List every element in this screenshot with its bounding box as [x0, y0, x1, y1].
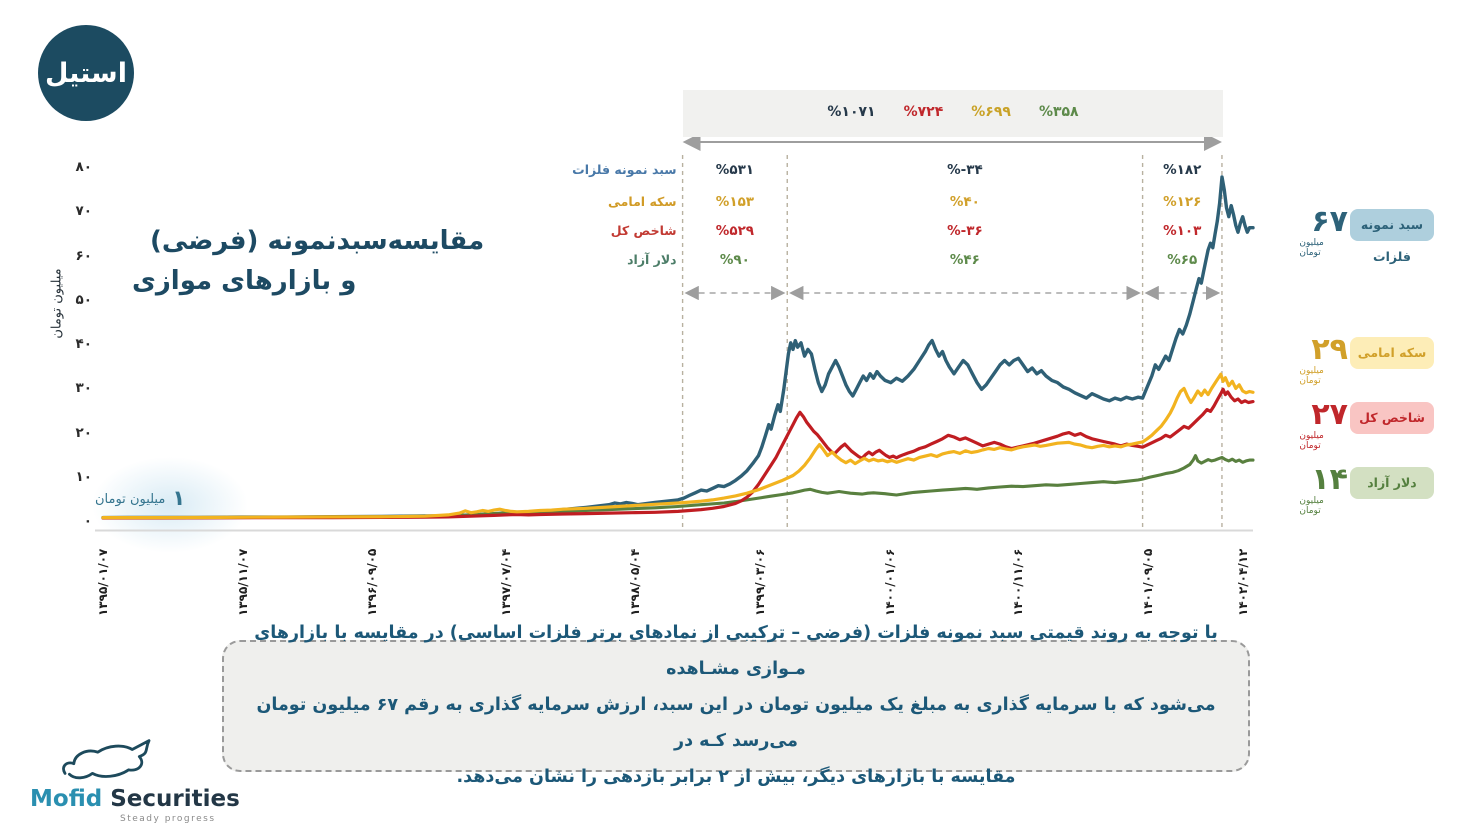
overall-return-3: %۶۹۹ [971, 104, 1011, 120]
period-cell-r1c1: %۵۳۱ [715, 162, 755, 178]
period-cell-r2c1: %۱۵۳ [715, 194, 755, 210]
y-tick-80: ۸۰ [75, 159, 92, 175]
period-cell-r2c3: %۱۲۶ [1163, 194, 1202, 210]
period-cell-r1c2: %-۳۴ [947, 162, 983, 178]
series-line-سکه امامی [101, 372, 1255, 520]
start-glow [92, 457, 248, 553]
x-tick-9: ۱۴۰۱/۰۹/۰۵ [1141, 548, 1156, 616]
x-tick-10: ۱۴۰۲/۰۴/۱۲ [1235, 548, 1250, 616]
y-tick-0: ۰ [83, 513, 92, 529]
legend-unit: میلیون تومان [1299, 431, 1324, 451]
x-tick-4: ۱۳۹۷/۰۷/۰۴ [498, 548, 513, 616]
legend-value: ۲۷ [1311, 397, 1348, 432]
legend-value: ۱۴ [1311, 462, 1348, 497]
period-cell-r3c1: %۵۲۹ [715, 223, 755, 239]
mofid-word: Mofid [30, 786, 103, 812]
period-cell-r2c2: %۴۰ [949, 194, 980, 210]
mofid-tagline: Steady progress [120, 814, 216, 824]
legend-value-block-3: ۲۷ میلیون تومان [1299, 397, 1348, 452]
legend-pill-3: شاخص کل [1350, 402, 1434, 434]
legend-value-block-1: ۶۷ میلیون تومان [1299, 204, 1348, 259]
x-tick-6: ۱۳۹۹/۰۳/۰۶ [752, 548, 767, 616]
page-title-line1: مقایسه‌سبد‌نمونه (فرضی) [150, 226, 485, 256]
x-tick-7: ۱۴۰۰/۰۱/۰۶ [882, 548, 897, 616]
legend-value-block-4: ۱۴ میلیون تومان [1299, 462, 1348, 517]
x-tick-8: ۱۴۰۰/۱۱/۰۶ [1011, 548, 1026, 616]
y-tick-30: ۳۰ [75, 380, 92, 397]
start-value-unit: میلیون تومان [95, 492, 166, 507]
legend-pill-2: سکه امامی [1350, 337, 1434, 369]
start-value-annotation: ۱ میلیون تومان [95, 486, 227, 510]
overall-return-1: %۱۰۷۱ [827, 104, 876, 120]
steel-logo-text: استیل [45, 57, 127, 89]
period-row-label-1: سبد نمونه فلزات [572, 162, 677, 177]
y-tick-20: ۲۰ [75, 424, 92, 441]
overall-return-4: %۳۵۸ [1038, 104, 1079, 120]
overall-return-2: %۷۲۴ [903, 104, 944, 120]
overall-returns-box [683, 90, 1223, 137]
period-cell-r1c3: %۱۸۲ [1163, 162, 1202, 178]
y-tick-70: ۷۰ [75, 203, 92, 220]
series-line-دلار آزاد [101, 454, 1255, 520]
steel-logo-badge: استیل [38, 25, 134, 121]
period-cell-r4c1: %۹۰ [719, 252, 750, 268]
x-tick-2: ۱۳۹۵/۱۱/۰۷ [236, 548, 251, 616]
overall-returns-row: %۱۰۷۱ %۷۲۴ %۶۹۹ %۳۵۸ [683, 104, 1223, 120]
y-tick-40: ۴۰ [75, 336, 92, 352]
y-tick-10: ۱۰ [75, 468, 92, 485]
period-cell-r3c2: %-۳۶ [947, 223, 983, 239]
legend-value: ۶۷ [1311, 204, 1348, 239]
legend-unit: میلیون تومان [1299, 238, 1324, 258]
x-tick-5: ۱۳۹۸/۰۵/۰۴ [628, 548, 643, 616]
legend-unit: میلیون تومان [1299, 496, 1324, 516]
legend-pill-4: دلار آزاد [1350, 467, 1434, 499]
series-line-سبد نمونه فلزات [101, 175, 1255, 520]
y-tick-50: ۵۰ [75, 291, 92, 308]
period-cell-r4c3: %۶۵ [1167, 252, 1198, 268]
securities-word: Securities [102, 786, 240, 812]
legend-unit: میلیون تومان [1299, 366, 1324, 386]
note-line-3: مقایسه با بازارهای دیگر، بیش از ۲ برابر … [456, 766, 1016, 787]
legend-value-block-2: ۲۹ میلیون تومان [1299, 332, 1348, 387]
x-tick-1: ۱۳۹۵/۰۱/۰۷ [96, 548, 110, 616]
bull-icon [62, 739, 151, 780]
period-row-label-2: سکه امامی [607, 194, 677, 209]
y-tick-60: ۶۰ [75, 247, 92, 264]
page-title-line2: و بازارهای موازی [132, 266, 357, 296]
period-row-label-4: دلار آزاد [627, 252, 677, 267]
legend-pill-1: سبد نمونه فلزات [1350, 209, 1434, 264]
legend-value: ۲۹ [1311, 332, 1348, 367]
series-line-شاخص کل [101, 387, 1255, 520]
note-line-2: می‌شود که با سرمایه گذاری به مبلغ یک میل… [256, 695, 1216, 751]
summary-note-box: با توجه به روند قیمتی سبد نمونه فلزات (ف… [222, 623, 1250, 787]
note-line-1: با توجه به روند قیمتی سبد نمونه فلزات (ف… [254, 623, 1218, 680]
period-cell-r3c3: %۱۰۳ [1163, 223, 1202, 239]
period-cell-r4c2: %۴۶ [949, 252, 980, 268]
period-row-label-3: شاخص کل [610, 223, 677, 238]
start-value: ۱ [172, 486, 186, 510]
mofid-wordmark: Mofid Securities [30, 786, 240, 812]
x-tick-3: ۱۳۹۶/۰۹/۰۵ [365, 548, 380, 616]
